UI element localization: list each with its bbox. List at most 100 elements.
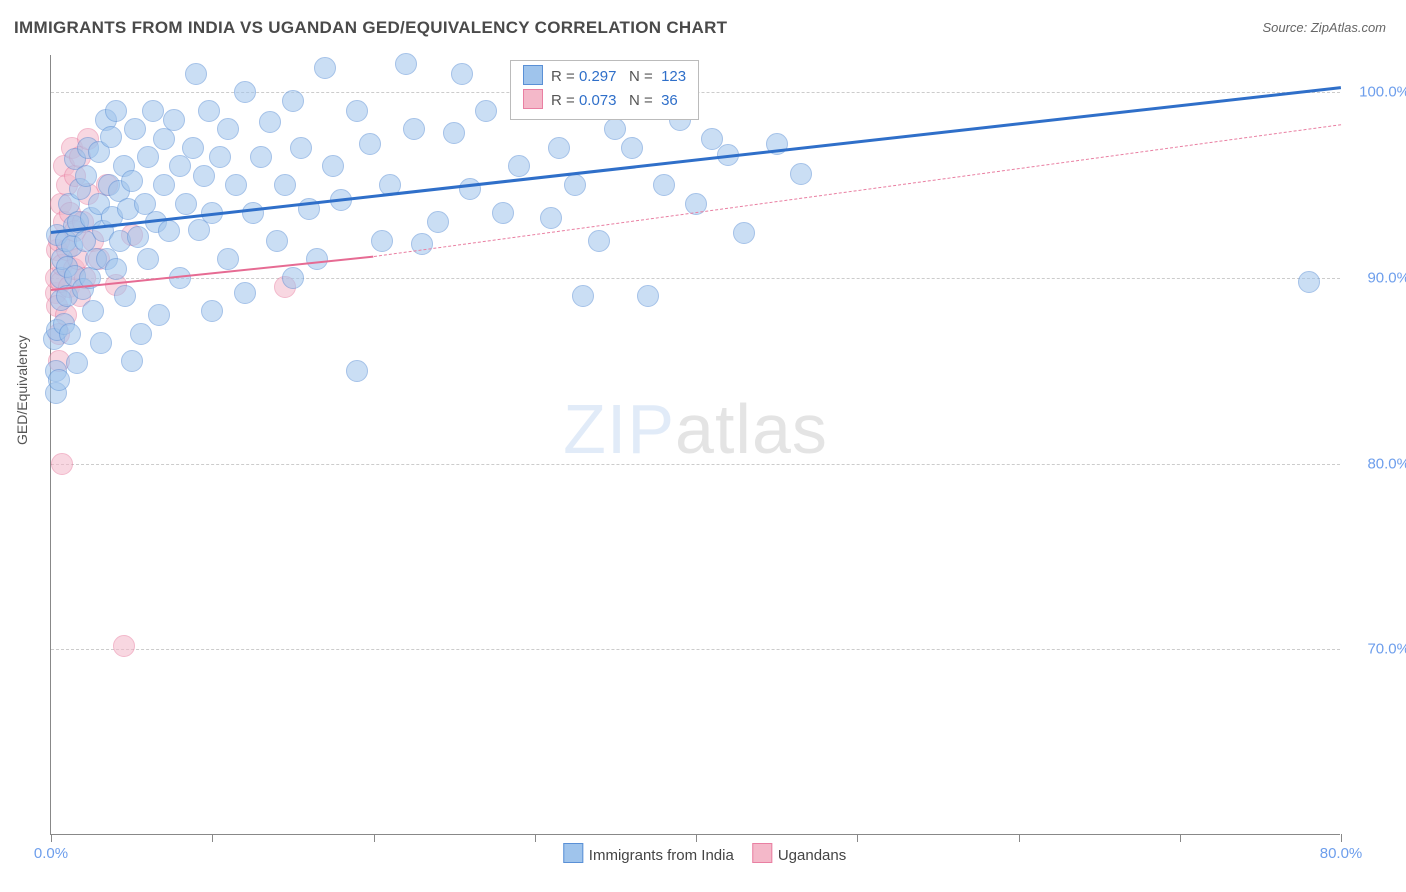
data-point bbox=[475, 100, 497, 122]
data-point bbox=[148, 304, 170, 326]
data-point bbox=[105, 100, 127, 122]
data-point bbox=[266, 230, 288, 252]
data-point bbox=[158, 220, 180, 242]
data-point bbox=[492, 202, 514, 224]
data-point bbox=[121, 350, 143, 372]
data-point bbox=[572, 285, 594, 307]
x-tick bbox=[51, 834, 52, 842]
data-point bbox=[163, 109, 185, 131]
x-tick bbox=[1341, 834, 1342, 842]
data-point bbox=[175, 193, 197, 215]
data-point bbox=[217, 248, 239, 270]
x-tick bbox=[374, 834, 375, 842]
data-point bbox=[48, 369, 70, 391]
data-point bbox=[1298, 271, 1320, 293]
series-legend: Immigrants from IndiaUgandans bbox=[545, 843, 846, 864]
data-point bbox=[121, 170, 143, 192]
data-point bbox=[259, 111, 281, 133]
data-point bbox=[105, 258, 127, 280]
data-point bbox=[314, 57, 336, 79]
x-tick bbox=[857, 834, 858, 842]
chart-title: IMMIGRANTS FROM INDIA VS UGANDAN GED/EQU… bbox=[14, 18, 727, 38]
data-point bbox=[225, 174, 247, 196]
plot-area: ZIPatlas 70.0%80.0%90.0%100.0%0.0%80.0%R… bbox=[50, 55, 1340, 835]
data-point bbox=[75, 165, 97, 187]
data-point bbox=[621, 137, 643, 159]
data-point bbox=[59, 323, 81, 345]
data-point bbox=[282, 267, 304, 289]
x-tick-label: 0.0% bbox=[34, 845, 68, 862]
data-point bbox=[130, 323, 152, 345]
stats-legend-box: R = 0.297 N = 123R = 0.073 N = 36 bbox=[510, 60, 699, 120]
data-point bbox=[540, 207, 562, 229]
trend-line bbox=[373, 124, 1341, 257]
x-tick bbox=[212, 834, 213, 842]
data-point bbox=[371, 230, 393, 252]
data-point bbox=[411, 233, 433, 255]
data-point bbox=[790, 163, 812, 185]
data-point bbox=[234, 81, 256, 103]
x-tick bbox=[1180, 834, 1181, 842]
data-point bbox=[114, 285, 136, 307]
data-point bbox=[274, 174, 296, 196]
data-point bbox=[459, 178, 481, 200]
data-point bbox=[201, 300, 223, 322]
data-point bbox=[185, 63, 207, 85]
data-point bbox=[142, 100, 164, 122]
data-point bbox=[282, 90, 304, 112]
data-point bbox=[124, 118, 146, 140]
x-tick-label: 80.0% bbox=[1320, 845, 1363, 862]
x-tick bbox=[535, 834, 536, 842]
source-label: Source: ZipAtlas.com bbox=[1262, 20, 1386, 35]
data-point bbox=[90, 332, 112, 354]
data-point bbox=[548, 137, 570, 159]
grid-line bbox=[51, 464, 1340, 465]
data-point bbox=[198, 100, 220, 122]
data-point bbox=[113, 635, 135, 657]
data-point bbox=[508, 155, 530, 177]
data-point bbox=[395, 53, 417, 75]
data-point bbox=[637, 285, 659, 307]
watermark: ZIPatlas bbox=[563, 389, 828, 469]
data-point bbox=[733, 222, 755, 244]
data-point bbox=[193, 165, 215, 187]
data-point bbox=[306, 248, 328, 270]
grid-line bbox=[51, 278, 1340, 279]
data-point bbox=[242, 202, 264, 224]
data-point bbox=[51, 453, 73, 475]
data-point bbox=[82, 300, 104, 322]
data-point bbox=[127, 226, 149, 248]
data-point bbox=[604, 118, 626, 140]
data-point bbox=[403, 118, 425, 140]
data-point bbox=[209, 146, 231, 168]
data-point bbox=[234, 282, 256, 304]
data-point bbox=[100, 126, 122, 148]
data-point bbox=[137, 248, 159, 270]
data-point bbox=[322, 155, 344, 177]
y-tick-label: 80.0% bbox=[1350, 455, 1406, 472]
stats-row: R = 0.073 N = 36 bbox=[523, 89, 686, 113]
y-tick-label: 100.0% bbox=[1350, 84, 1406, 101]
data-point bbox=[250, 146, 272, 168]
data-point bbox=[182, 137, 204, 159]
data-point bbox=[564, 174, 586, 196]
y-axis-label: GED/Equivalency bbox=[14, 335, 30, 445]
x-tick bbox=[696, 834, 697, 842]
data-point bbox=[451, 63, 473, 85]
data-point bbox=[346, 360, 368, 382]
data-point bbox=[217, 118, 239, 140]
data-point bbox=[359, 133, 381, 155]
x-tick bbox=[1019, 834, 1020, 842]
grid-line bbox=[51, 649, 1340, 650]
data-point bbox=[137, 146, 159, 168]
data-point bbox=[346, 100, 368, 122]
y-tick-label: 90.0% bbox=[1350, 269, 1406, 286]
stats-row: R = 0.297 N = 123 bbox=[523, 65, 686, 89]
data-point bbox=[153, 174, 175, 196]
data-point bbox=[66, 352, 88, 374]
y-tick-label: 70.0% bbox=[1350, 641, 1406, 658]
data-point bbox=[169, 155, 191, 177]
data-point bbox=[653, 174, 675, 196]
data-point bbox=[588, 230, 610, 252]
data-point bbox=[290, 137, 312, 159]
